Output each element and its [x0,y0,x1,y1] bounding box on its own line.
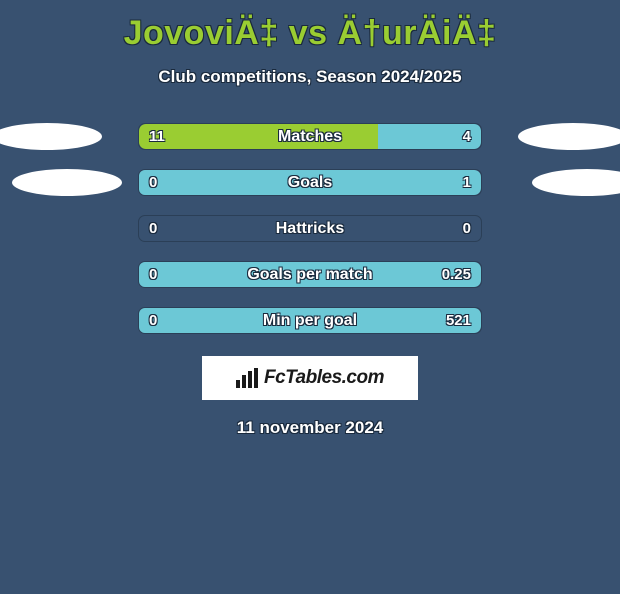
stat-label: Goals per match [247,266,372,284]
stat-value-left: 0 [149,170,157,195]
stat-bar: 0 Goals 1 [138,169,482,196]
stat-row: 0 Min per goal 521 [0,307,620,334]
stat-row: 0 Goals per match 0.25 [0,261,620,288]
comparison-subtitle: Club competitions, Season 2024/2025 [0,67,620,87]
stat-bar: 0 Min per goal 521 [138,307,482,334]
stat-row: 0 Goals 1 [0,169,620,196]
stat-bar: 0 Hattricks 0 [138,215,482,242]
logo-box: FcTables.com [202,356,418,400]
stat-row: 0 Hattricks 0 [0,215,620,242]
comparison-title: JovoviÄ‡ vs Ä†urÄiÄ‡ [0,14,620,53]
date-label: 11 november 2024 [0,418,620,438]
player-right-marker [518,123,620,150]
stat-label: Matches [278,128,342,146]
player-right-marker [532,169,620,196]
stat-bar: 0 Goals per match 0.25 [138,261,482,288]
stat-row: 11 Matches 4 [0,123,620,150]
player-left-marker [0,123,102,150]
stat-bar: 11 Matches 4 [138,123,482,150]
stat-value-right: 0.25 [442,262,471,287]
logo-chart-icon [236,368,258,388]
stat-label: Hattricks [276,220,344,238]
stat-value-left: 0 [149,308,157,333]
bar-fill-left [139,124,378,149]
stat-value-left: 0 [149,216,157,241]
stat-value-right: 4 [463,124,471,149]
logo-text: FcTables.com [264,367,384,389]
player-left-marker [12,169,122,196]
stat-rows: 11 Matches 4 0 Goals 1 0 Hattricks 0 0 Goals per m… [0,123,620,334]
stat-label: Min per goal [263,312,357,330]
stat-value-left: 11 [149,124,165,149]
stat-value-right: 521 [446,308,471,333]
stat-value-right: 0 [463,216,471,241]
stat-value-left: 0 [149,262,157,287]
stat-value-right: 1 [463,170,471,195]
stat-label: Goals [288,174,332,192]
